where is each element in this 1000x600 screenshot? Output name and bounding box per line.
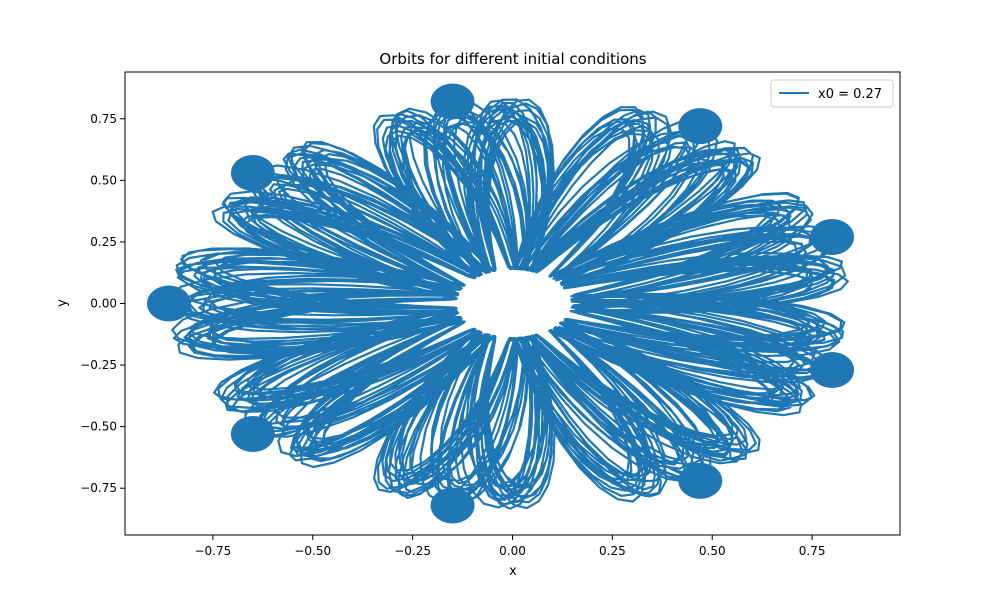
legend: x0 = 0.27 [770,79,894,108]
orbit-lobe-tip [230,154,275,191]
orbit-lobe-tip [430,83,475,120]
orbit-lobe-tip [230,416,275,453]
y-tick-label: −0.50 [80,420,117,434]
x-tick-label: −0.50 [294,544,331,558]
x-tick-label: 0.75 [799,544,826,558]
y-tick-label: 0.50 [90,173,117,187]
y-tick-label: −0.25 [80,358,117,372]
legend-box [770,79,894,108]
y-axis-label: y [55,299,70,307]
orbit-lobe-tip [146,285,191,322]
x-tick-label: 0.25 [599,544,626,558]
orbit-lobe-tip [430,487,475,524]
x-tick-label: 0.00 [499,544,526,558]
plot-area [146,83,855,524]
y-tick-label: 0.75 [90,112,117,126]
y-tick-label: 0.00 [90,297,117,311]
orbit-lobe-tip [678,462,723,499]
x-axis-label: x [509,564,517,579]
chart-title: Orbits for different initial conditions [379,50,646,68]
orbit-lobe-tip [810,351,855,388]
orbit-series-line [169,98,849,510]
legend-label: x0 = 0.27 [818,87,882,102]
orbit-lobe-tip [810,219,855,256]
y-tick-label: −0.75 [80,481,117,495]
x-tick-label: −0.25 [394,544,431,558]
x-tick-label: 0.50 [699,544,726,558]
x-tick-label: −0.75 [194,544,231,558]
axes-frame [124,71,901,536]
y-tick-label: 0.25 [90,235,117,249]
orbit-lobe-tip [678,108,723,145]
